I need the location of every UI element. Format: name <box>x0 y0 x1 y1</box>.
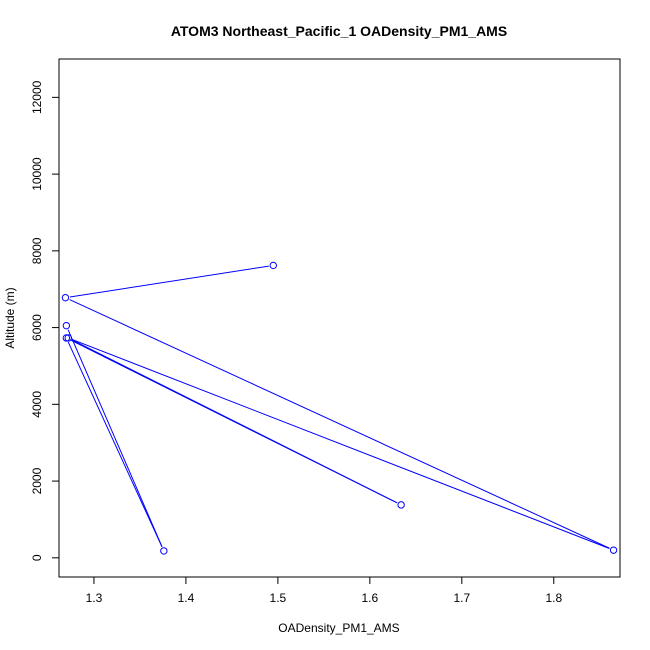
x-tick-label-5: 1.8 <box>545 591 562 605</box>
x-axis: 1.3 1.4 1.5 1.6 1.7 1.8 <box>86 577 562 605</box>
chart-title: ATOM3 Northeast_Pacific_1 OADensity_PM1_… <box>171 23 507 39</box>
plot-frame <box>58 58 621 578</box>
y-tick-label-2: 4000 <box>30 391 44 418</box>
series-0-segment-2 <box>72 339 610 549</box>
y-tick-label-0: 0 <box>30 554 44 561</box>
series-0-segment-0 <box>69 265 269 298</box>
series-0-segment-1 <box>69 299 610 549</box>
series-0-point-2 <box>609 546 618 554</box>
y-tick-label-4: 8000 <box>30 237 44 264</box>
x-tick-label-1: 1.4 <box>178 591 195 605</box>
series-0-segment-4 <box>70 339 398 504</box>
series-0-point-5 <box>62 334 71 342</box>
y-tick-label-5: 10000 <box>30 157 44 191</box>
series-layer <box>61 261 618 555</box>
x-tick-label-4: 1.7 <box>453 591 470 605</box>
y-axis: 0 2000 4000 6000 8000 10000 12000 <box>30 80 59 561</box>
series-0-segment-6 <box>67 329 163 547</box>
series-0-point-7 <box>62 321 71 330</box>
series-0-point-1 <box>61 293 70 302</box>
series-0-point-0 <box>269 261 277 270</box>
y-tick-label-6: 12000 <box>30 80 44 114</box>
x-axis-label: OADensity_PM1_AMS <box>278 621 399 635</box>
y-axis-label: Altitude (m) <box>3 287 17 348</box>
x-tick-label-2: 1.5 <box>270 591 287 605</box>
series-0-segment-5 <box>67 341 163 548</box>
y-tick-label-1: 2000 <box>30 467 44 494</box>
series-0-point-6 <box>160 547 168 555</box>
y-tick-label-3: 6000 <box>30 314 44 341</box>
x-tick-label-3: 1.6 <box>362 591 379 605</box>
x-tick-label-0: 1.3 <box>86 591 103 605</box>
series-0-point-4 <box>397 501 405 509</box>
